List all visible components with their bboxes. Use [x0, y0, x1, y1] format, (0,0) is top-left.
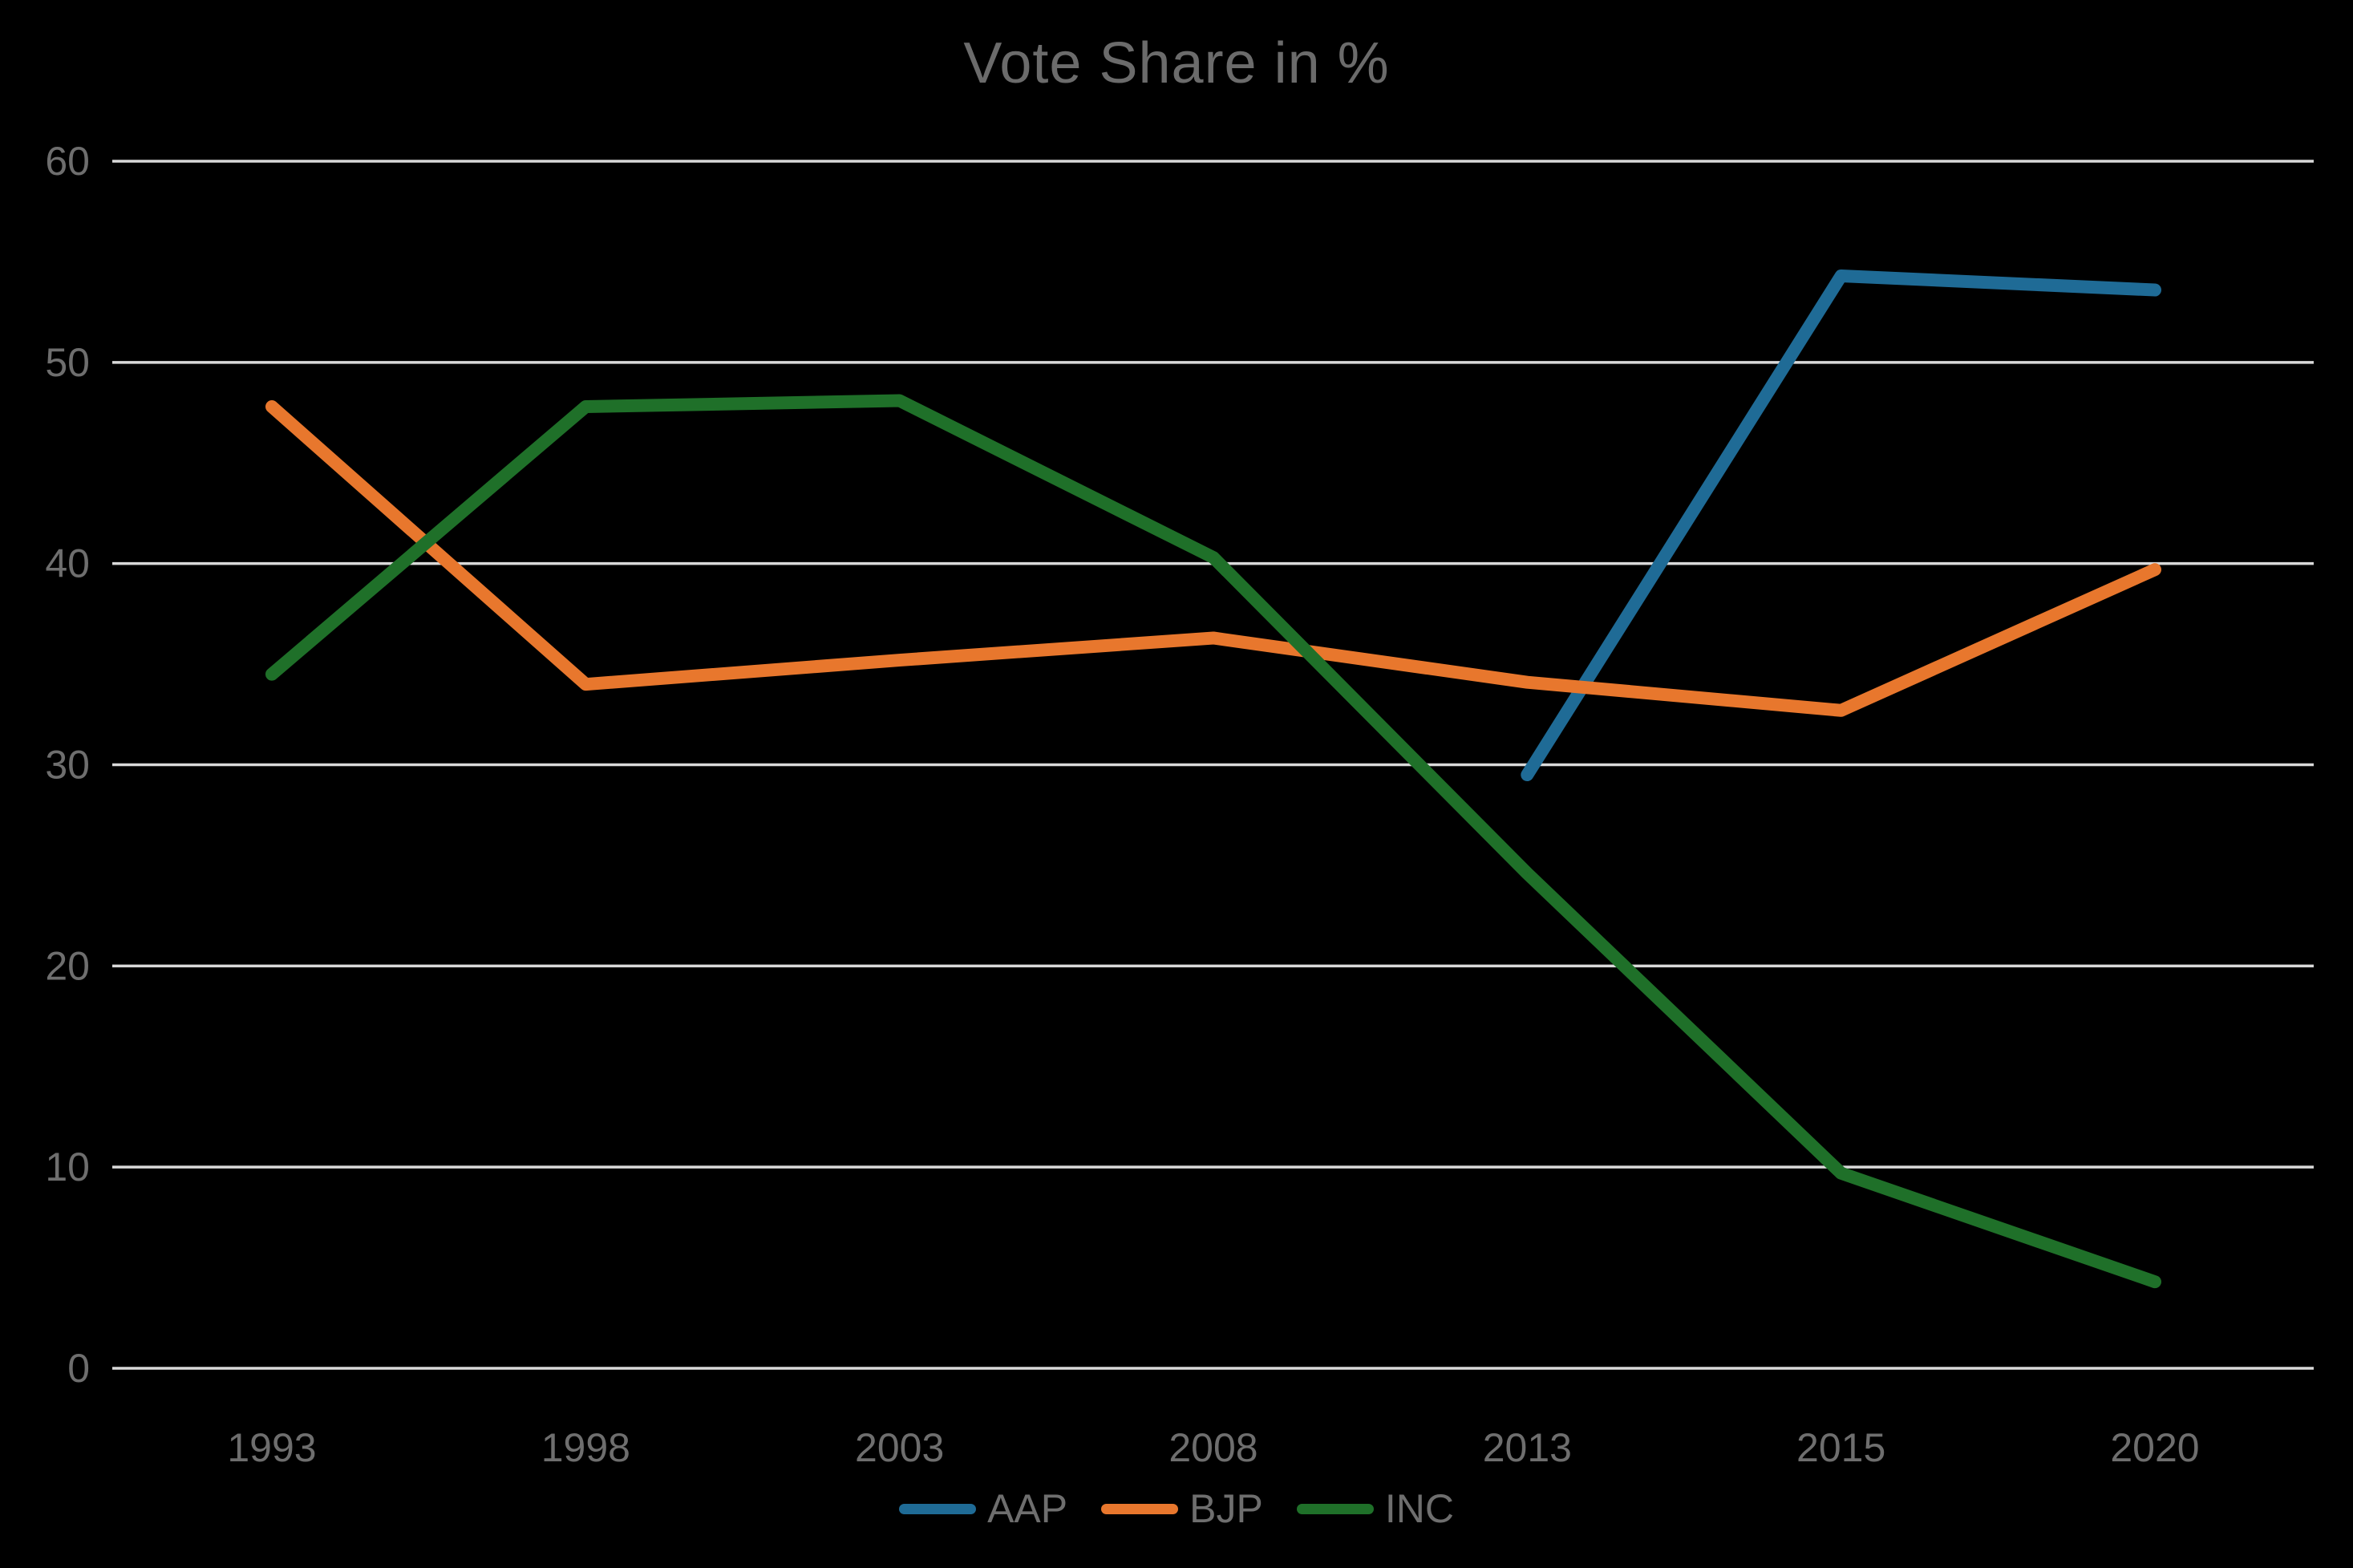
x-axis-tick-label-2003: 2003 — [855, 1425, 944, 1470]
x-axis-tick-label-2013: 2013 — [1483, 1425, 1572, 1470]
series-line-aap — [1521, 269, 2161, 782]
x-axis-tick-label-2020: 2020 — [2110, 1425, 2199, 1470]
x-axis-tick-label-1993: 1993 — [227, 1425, 316, 1470]
y-axis-tick-label-60: 60 — [45, 139, 90, 184]
x-axis-tick-label-2008: 2008 — [1168, 1425, 1257, 1470]
y-axis-tick-label-20: 20 — [45, 943, 90, 988]
series-line-inc — [265, 394, 2161, 1289]
legend-item-inc: INC — [1296, 1485, 1454, 1532]
aap-line-swatch-icon — [899, 1503, 977, 1514]
chart-legend: AAP BJP INC — [0, 1485, 2353, 1532]
y-axis-tick-label-30: 30 — [45, 743, 90, 788]
y-axis-tick-label-50: 50 — [45, 340, 90, 385]
legend-item-bjp: BJP — [1101, 1485, 1263, 1532]
chart-title: Vote Share in % — [963, 31, 1390, 95]
inc-line-swatch-icon — [1296, 1503, 1374, 1514]
legend-label-inc: INC — [1384, 1486, 1454, 1531]
x-axis-tick-label-2015: 2015 — [1796, 1425, 1885, 1470]
legend-item-aap: AAP — [899, 1485, 1067, 1532]
legend-label-bjp: BJP — [1189, 1486, 1263, 1531]
x-axis-tick-label-1998: 1998 — [541, 1425, 630, 1470]
series-line-bjp — [265, 400, 2161, 717]
y-axis-tick-label-10: 10 — [45, 1145, 90, 1189]
legend-label-aap: AAP — [987, 1486, 1068, 1531]
bjp-line-swatch-icon — [1101, 1503, 1179, 1514]
y-axis-tick-label-0: 0 — [67, 1346, 90, 1391]
y-axis-tick-label-40: 40 — [45, 541, 90, 586]
